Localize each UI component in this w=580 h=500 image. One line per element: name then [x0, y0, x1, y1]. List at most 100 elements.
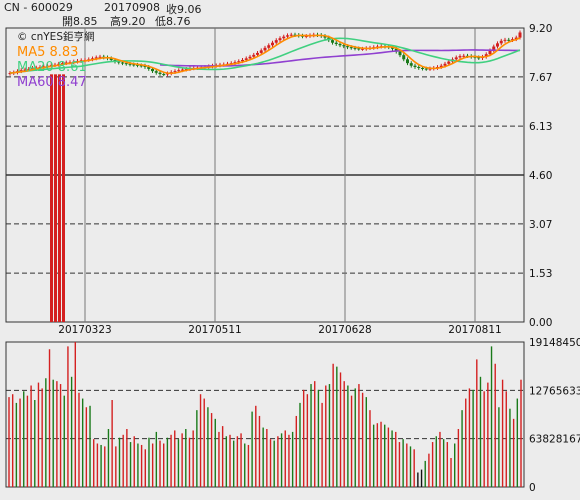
candle-body: [304, 35, 308, 37]
candle-body: [271, 42, 274, 46]
symbol-label: CN - 600029: [4, 1, 73, 14]
candle-body: [503, 39, 507, 41]
price-y-tick-label: 0.00: [529, 317, 552, 329]
candle-body: [454, 57, 458, 60]
close-label: 收9.06: [166, 3, 202, 16]
candle-body: [406, 59, 409, 64]
price-x-tick-label: 20170628: [318, 324, 371, 336]
candle-body: [61, 63, 64, 65]
quote-header: CN - 600029 20170908 收9.06 開8.85 高9.20 低…: [0, 0, 580, 28]
candle-body: [349, 47, 353, 49]
candle-body: [357, 48, 361, 50]
candle-body: [443, 63, 447, 66]
candle-body: [518, 32, 522, 38]
candle-body: [492, 46, 496, 51]
candle-body: [154, 71, 158, 73]
candle-body: [409, 63, 413, 66]
candle-body: [94, 57, 98, 59]
candle-body: [252, 54, 256, 57]
candle-body: [158, 72, 162, 75]
candle-body: [507, 39, 511, 41]
candle-body: [334, 42, 338, 44]
candle-body: [241, 59, 244, 62]
spike-candle: [50, 74, 53, 322]
candle-body: [19, 70, 23, 72]
ma20-line: [9, 37, 521, 74]
ma5-line: [9, 34, 521, 75]
price-y-tick-label: 7.67: [529, 72, 552, 84]
candle-body: [458, 56, 462, 58]
volume-y-tick-label: 191484500: [529, 337, 580, 349]
candle-body: [417, 66, 421, 68]
candle-body: [499, 40, 503, 44]
spike-candle: [58, 74, 61, 322]
candle-body: [98, 56, 102, 58]
candle-body: [514, 37, 518, 40]
candle-body: [274, 40, 278, 43]
candle-body: [151, 68, 154, 72]
candle-body: [346, 46, 349, 48]
candle-body: [361, 48, 364, 50]
candle-body: [413, 65, 417, 67]
candle-body: [428, 68, 432, 70]
candle-body: [136, 64, 139, 66]
candle-body: [64, 62, 68, 64]
price-y-tick-label: 4.60: [529, 170, 552, 182]
candle-body: [162, 74, 166, 76]
candle-body: [398, 51, 402, 56]
candle-body: [391, 47, 394, 49]
candle-body: [132, 64, 136, 66]
candle-body: [256, 52, 259, 55]
price-y-tick-label: 3.07: [529, 219, 552, 231]
candle-body: [424, 68, 428, 70]
legend-ma20: MA20 8.61: [17, 60, 87, 75]
candle-body: [147, 66, 151, 69]
price-x-tick-label: 20170511: [188, 324, 241, 336]
candle-body: [353, 47, 357, 49]
candle-body: [323, 35, 327, 38]
candle-body: [109, 58, 113, 60]
candle-body: [31, 67, 34, 69]
candle-body: [488, 50, 492, 55]
candle-body: [259, 50, 263, 53]
candle-body: [338, 43, 342, 46]
candle-body: [282, 36, 286, 39]
candle-body: [267, 45, 271, 48]
candle-body: [278, 38, 282, 41]
candle-body: [331, 40, 334, 43]
legend-ma5: MA5 8.83: [17, 45, 78, 60]
candle-body: [128, 63, 132, 65]
candle-body: [496, 43, 499, 47]
candle-body: [462, 55, 466, 57]
candle-body: [177, 70, 181, 72]
price-y-tick-label: 6.13: [529, 121, 552, 133]
candle-body: [8, 73, 12, 75]
candle-body: [484, 54, 488, 57]
high-label: 高9.20: [110, 15, 146, 28]
candle-body: [248, 56, 252, 59]
volume-y-tick-label: 0: [529, 482, 536, 494]
candle-body: [402, 55, 406, 60]
candle-body: [117, 61, 121, 63]
candle-body: [473, 56, 477, 58]
volume-plot-frame: [5, 341, 525, 488]
date-label: 20170908: [104, 1, 160, 14]
candle-body: [511, 39, 514, 41]
candle-body: [237, 61, 241, 63]
price-x-tick-label: 20170811: [448, 324, 501, 336]
candle-body: [181, 69, 184, 71]
watermark-text: © cnYES鉅亨網: [17, 30, 94, 43]
candle-body: [27, 68, 31, 70]
candle-body: [121, 62, 124, 64]
candle-body: [447, 61, 451, 64]
candle-body: [57, 63, 61, 65]
candle-body: [184, 68, 188, 70]
volume-y-tick-label: 127656333: [529, 385, 580, 397]
candle-body: [23, 69, 27, 71]
price-y-tick-label: 9.20: [529, 23, 552, 35]
candle-body: [173, 71, 177, 73]
price-x-tick-label: 20170323: [58, 324, 111, 336]
legend-ma60: MA60 8.47: [17, 75, 87, 90]
candle-body: [263, 47, 267, 51]
